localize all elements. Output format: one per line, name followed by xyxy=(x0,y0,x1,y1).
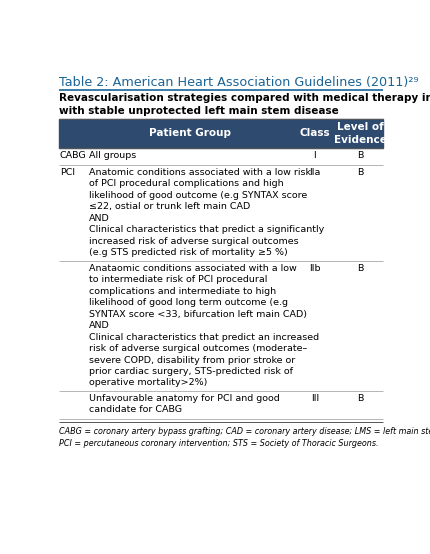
Bar xyxy=(59,148,382,165)
Text: CABG = coronary artery bypass grafting; CAD = coronary artery disease; LMS = lef: CABG = coronary artery bypass grafting; … xyxy=(59,427,430,448)
Text: IIa: IIa xyxy=(308,168,320,177)
Text: Class: Class xyxy=(299,129,329,138)
Text: Anatomic conditions associated with a low risk
of PCI procedural complications a: Anatomic conditions associated with a lo… xyxy=(89,168,324,257)
Bar xyxy=(59,165,382,261)
Bar xyxy=(59,261,382,391)
Text: All groups: All groups xyxy=(89,151,136,160)
Text: Table 2: American Heart Association Guidelines (2011)²⁹: Table 2: American Heart Association Guid… xyxy=(59,76,418,89)
Text: Revascularisation strategies compared with medical therapy in patients
with stab: Revascularisation strategies compared wi… xyxy=(59,93,430,116)
Text: B: B xyxy=(356,264,362,273)
Text: III: III xyxy=(310,394,318,403)
Bar xyxy=(59,119,382,148)
Text: CABG: CABG xyxy=(60,151,86,160)
Text: B: B xyxy=(356,394,362,403)
Text: I: I xyxy=(313,151,316,160)
Text: B: B xyxy=(356,168,362,177)
Text: Unfavourable anatomy for PCI and good
candidate for CABG: Unfavourable anatomy for PCI and good ca… xyxy=(89,394,280,414)
Bar xyxy=(59,391,382,419)
Text: Patient Group: Patient Group xyxy=(149,129,230,138)
Text: B: B xyxy=(356,151,362,160)
Text: Anataomic conditions associated with a low
to intermediate risk of PCI procedura: Anataomic conditions associated with a l… xyxy=(89,264,319,387)
Text: IIb: IIb xyxy=(308,264,320,273)
Text: PCI: PCI xyxy=(60,168,75,177)
Text: Level of
Evidence: Level of Evidence xyxy=(333,122,386,145)
